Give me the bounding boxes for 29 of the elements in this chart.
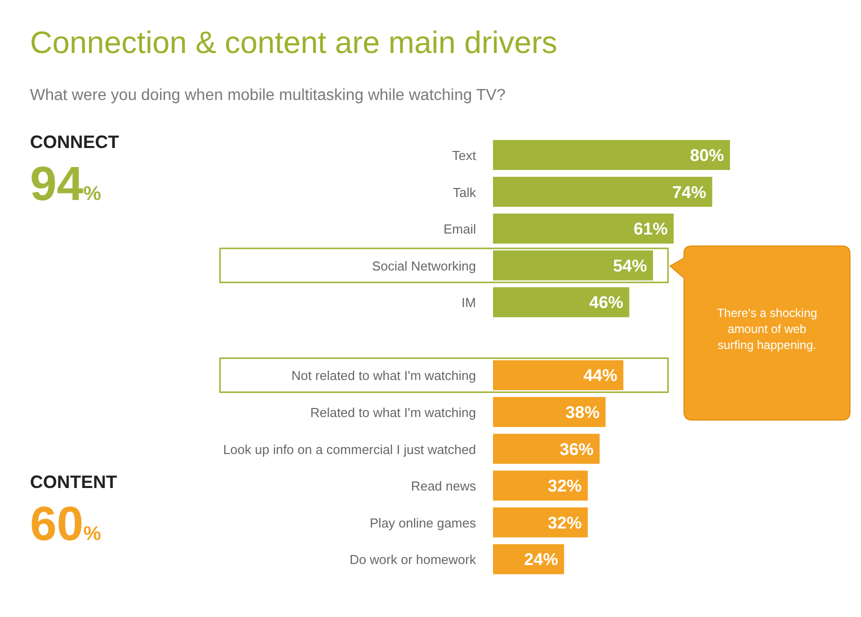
- data-label: 32%: [548, 476, 582, 496]
- y-tick-label: Social Networking: [372, 258, 476, 274]
- y-tick-label: Talk: [452, 184, 476, 200]
- y-tick-label: Look up info on a commercial I just watched: [223, 442, 476, 457]
- data-label: 74%: [672, 182, 706, 202]
- text: 60%: [30, 498, 102, 551]
- data-label: 36%: [560, 440, 594, 459]
- y-tick-label: Do work or homework: [350, 552, 476, 568]
- text: What were you doing when mobile multitasking while watching TV?: [30, 87, 506, 104]
- data-label: 61%: [634, 220, 668, 239]
- text: CONNECT: [30, 132, 120, 152]
- text: CONTENT: [30, 472, 117, 492]
- data-label: 54%: [612, 256, 647, 276]
- data-label: 44%: [583, 366, 618, 386]
- data-label: 32%: [548, 513, 582, 532]
- annotation: There's a shocking amount of web surfing happening.: [716, 306, 818, 352]
- text: 94%: [30, 158, 102, 211]
- data-label: 46%: [589, 293, 624, 312]
- y-tick-label: Related to what I'm watching: [310, 405, 476, 420]
- y-tick-label: IM: [462, 295, 476, 310]
- y-tick-label: Text: [452, 148, 476, 163]
- y-tick-label: Not related to what I'm watching: [291, 368, 476, 384]
- y-tick-label: Email: [443, 222, 476, 237]
- chart-title: Connection & content are main drivers: [30, 25, 558, 60]
- y-tick-label: Play online games: [370, 515, 476, 530]
- y-tick-label: Read news: [410, 478, 476, 494]
- data-label: 24%: [524, 550, 558, 570]
- data-label: 38%: [566, 403, 600, 422]
- data-label: 80%: [690, 146, 724, 165]
